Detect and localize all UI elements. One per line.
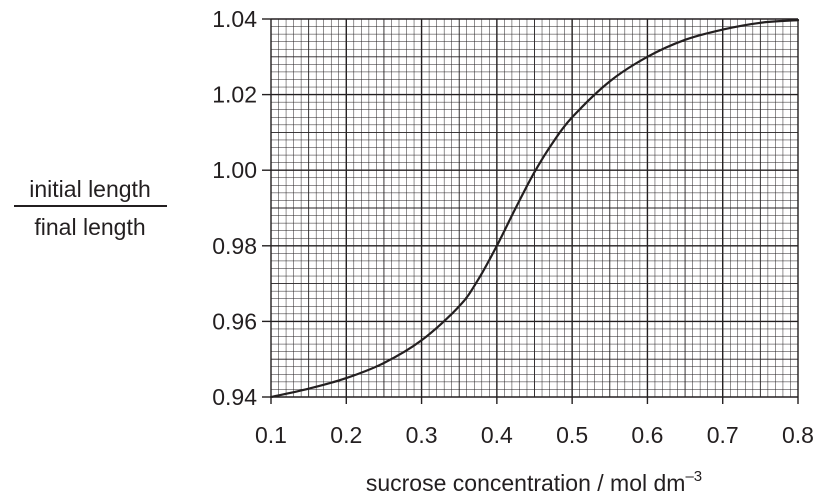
series-line (269, 19, 800, 399)
y-axis-title-numerator: initial length (29, 176, 150, 202)
y-tick-label: 0.94 (212, 384, 257, 410)
x-tick-label: 0.5 (556, 422, 588, 448)
y-tick-label: 1.00 (212, 157, 257, 183)
x-tick-label: 0.3 (406, 422, 438, 448)
x-tick-label: 0.8 (782, 422, 814, 448)
y-tick-label: 0.98 (212, 233, 257, 259)
y-tick-label: 0.96 (212, 308, 257, 334)
y-axis-title-denominator: final length (34, 214, 145, 240)
x-axis-title-superscript: –3 (685, 468, 702, 485)
x-tick-label: 0.1 (255, 422, 287, 448)
x-axis-title-text: sucrose concentration / mol dm (366, 470, 686, 496)
y-tick-label: 1.02 (212, 82, 257, 108)
x-axis-title: sucrose concentration / mol dm–3 (366, 468, 702, 496)
x-tick-label: 0.7 (707, 422, 739, 448)
x-tick-label: 0.2 (330, 422, 362, 448)
y-tick-label: 1.04 (212, 6, 257, 32)
x-tick-label: 0.6 (631, 422, 663, 448)
minor-gridlines (271, 19, 798, 397)
axis-ticks (262, 18, 799, 404)
tick-labels: 0.1 0.2 0.3 0.4 0.5 0.6 0.7 0.8 0.94 0.96 0.98 1.00… (212, 6, 814, 448)
series-layer (269, 19, 800, 399)
x-tick-label: 0.4 (481, 422, 513, 448)
